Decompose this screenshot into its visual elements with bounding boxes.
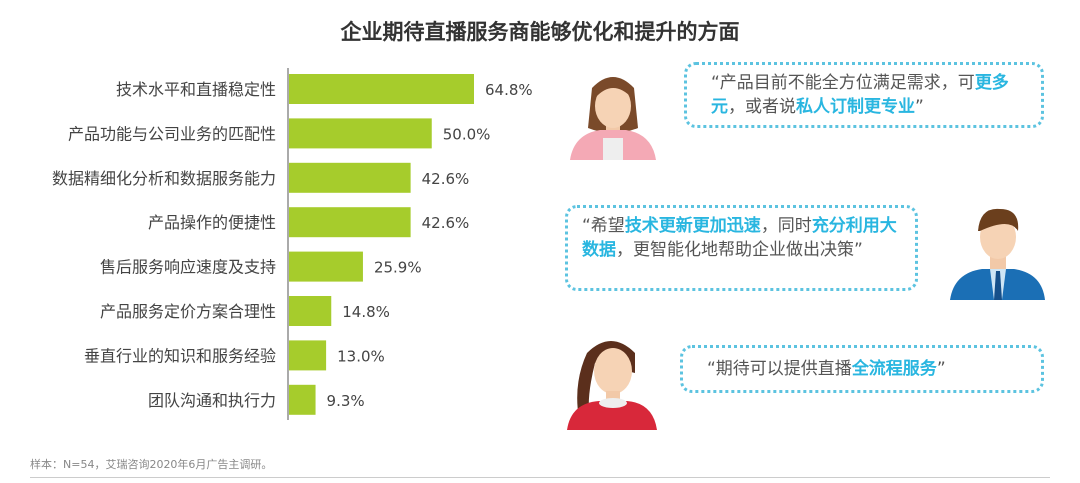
category-label: 技术水平和直播稳定性 <box>116 80 276 99</box>
bar <box>289 340 327 371</box>
bar <box>289 118 432 149</box>
bar-chart: 技术水平和直播稳定性 64.8% 产品功能与公司业务的匹配性 50.0% 数据精细化分析… <box>52 68 533 420</box>
quote-text: ，同时 <box>760 216 812 236</box>
quote-text: “希望 <box>582 216 625 236</box>
data-label: 25.9% <box>374 259 422 277</box>
footer-divider <box>30 477 1050 478</box>
quote-highlight: 全流程服务 <box>851 359 937 379</box>
chart-title: 企业期待直播服务商能够优化和提升的方面 <box>340 20 740 44</box>
bar <box>289 162 411 193</box>
category-label: 产品服务定价方案合理性 <box>100 302 276 321</box>
woman-red-avatar-icon <box>567 341 657 430</box>
data-label: 42.6% <box>422 170 470 188</box>
category-label: 团队沟通和执行力 <box>148 391 276 410</box>
quote-text: ” <box>936 359 946 379</box>
quote-highlight: 私人订制更专业 <box>796 97 915 117</box>
bar <box>289 384 316 415</box>
source-note: 样本：N=54，艾瑞咨询2020年6月广告主调研。 <box>30 458 273 471</box>
quote-bubble-2: “希望技术更新更加迅速，同时充分利用大数据，更智能化地帮助企业做出决策” <box>565 205 918 291</box>
bar <box>289 251 363 282</box>
category-label: 数据精细化分析和数据服务能力 <box>52 169 276 188</box>
man-avatar-icon <box>950 208 1045 300</box>
data-label: 14.8% <box>342 303 390 321</box>
quote-text: ，更智能化地帮助企业做出决策” <box>616 240 863 260</box>
bar <box>289 207 411 238</box>
quote-text: ” <box>915 97 924 117</box>
data-label: 42.6% <box>422 214 470 232</box>
quote-text: ，或者说 <box>728 97 796 117</box>
quote-text: “产品目前不能全方位满足需求，可 <box>711 73 975 93</box>
quote-highlight: 技术更新更加迅速 <box>624 216 761 236</box>
category-label: 产品操作的便捷性 <box>148 213 276 232</box>
data-label: 64.8% <box>485 81 533 99</box>
category-label: 售后服务响应速度及支持 <box>100 258 276 277</box>
category-label: 垂直行业的知识和服务经验 <box>84 346 276 365</box>
quote-bubble-3: “期待可以提供直播全流程服务” <box>680 345 1044 393</box>
data-label: 50.0% <box>443 125 491 143</box>
quote-highlight: 充分利用大数据 <box>582 216 897 260</box>
quote-highlight: 更多元 <box>711 73 1009 117</box>
data-label: 9.3% <box>327 392 365 410</box>
quote-text: “期待可以提供直播 <box>707 359 852 379</box>
bar <box>289 296 332 326</box>
bar <box>289 74 474 104</box>
data-label: 13.0% <box>337 347 385 365</box>
woman-avatar-icon <box>570 77 656 160</box>
quote-bubble-1: “产品目前不能全方位满足需求，可更多元，或者说私人订制更专业” <box>684 62 1044 128</box>
category-label: 产品功能与公司业务的匹配性 <box>68 124 276 143</box>
